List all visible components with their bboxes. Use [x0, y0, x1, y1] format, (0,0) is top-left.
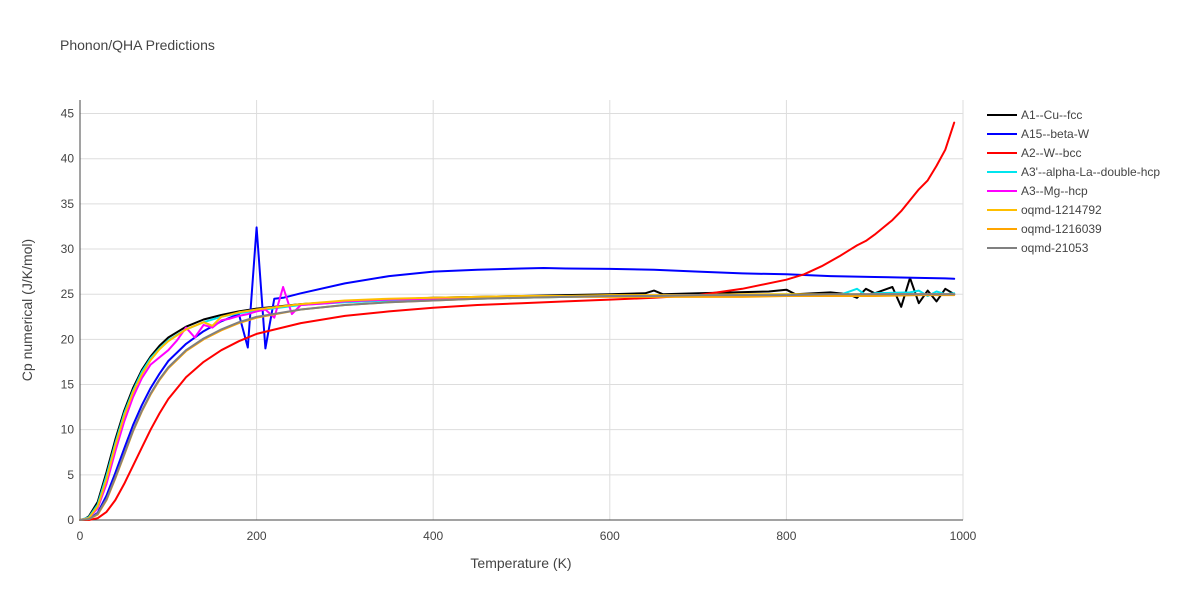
y-tick-label: 25 [61, 287, 75, 301]
y-axis-title: Cp numerical (J/K/mol) [19, 239, 35, 381]
y-tick-label: 5 [67, 468, 74, 482]
y-tick-label: 20 [61, 332, 75, 346]
legend-label: oqmd-1216039 [1021, 222, 1102, 236]
x-tick-label: 1000 [950, 529, 977, 543]
x-tick-label: 600 [600, 529, 620, 543]
legend-label: A1--Cu--fcc [1021, 108, 1082, 122]
legend-item[interactable]: oqmd-1214792 [987, 203, 1102, 217]
legend-item[interactable]: A1--Cu--fcc [987, 108, 1082, 122]
x-tick-label: 400 [423, 529, 443, 543]
x-tick-label: 800 [776, 529, 796, 543]
x-tick-label: 0 [77, 529, 84, 543]
legend-item[interactable]: A3'--alpha-La--double-hcp [987, 165, 1160, 179]
chart-title: Phonon/QHA Predictions [60, 37, 215, 53]
legend-item[interactable]: A15--beta-W [987, 127, 1090, 141]
legend-label: oqmd-1214792 [1021, 203, 1102, 217]
axis-layer: 0 5 10 15 20 25 30 35 40 45 0 200 400 600 800 1000 [61, 100, 977, 543]
legend-item[interactable]: A3--Mg--hcp [987, 184, 1088, 198]
series-line-2[interactable] [79, 121, 956, 521]
legend-label: A3--Mg--hcp [1021, 184, 1088, 198]
series-line-1[interactable] [79, 226, 956, 521]
legend[interactable]: A1--Cu--fcc A15--beta-W A2--W--bcc A3'--alp… [987, 108, 1160, 255]
series-layer [79, 121, 956, 521]
y-tick-label: 0 [67, 513, 74, 527]
y-tick-label: 15 [61, 378, 75, 392]
y-tick-label: 45 [61, 107, 75, 121]
series-line-7[interactable] [79, 293, 956, 521]
legend-item[interactable]: oqmd-21053 [987, 241, 1089, 255]
y-tick-label: 10 [61, 423, 75, 437]
legend-label: A2--W--bcc [1021, 146, 1081, 160]
y-tick-label: 30 [61, 242, 75, 256]
legend-item[interactable]: oqmd-1216039 [987, 222, 1102, 236]
legend-label: oqmd-21053 [1021, 241, 1089, 255]
legend-label: A15--beta-W [1021, 127, 1090, 141]
legend-label: A3'--alpha-La--double-hcp [1021, 165, 1160, 179]
x-axis-title: Temperature (K) [470, 555, 571, 571]
x-tick-label: 200 [247, 529, 267, 543]
legend-item[interactable]: A2--W--bcc [987, 146, 1081, 160]
y-tick-label: 35 [61, 197, 75, 211]
y-tick-label: 40 [61, 152, 75, 166]
